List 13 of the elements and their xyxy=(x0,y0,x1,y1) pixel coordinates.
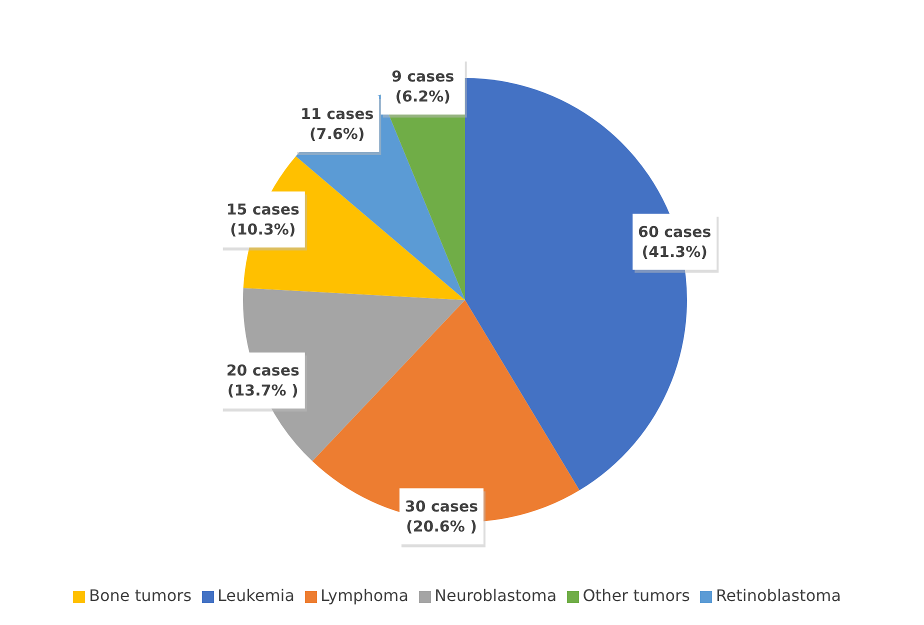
legend-label: Lymphoma xyxy=(320,586,409,605)
data-label: 9 cases (6.2%) xyxy=(391,68,454,106)
data-label: 60 cases (41.3%) xyxy=(638,222,712,261)
data-label: 20 cases (13.7% ) xyxy=(226,362,300,400)
legend-label: Neuroblastoma xyxy=(434,586,557,605)
legend-label: Bone tumors xyxy=(88,586,192,605)
legend-label: Retinoblastoma xyxy=(716,586,841,605)
legend-label: Other tumors xyxy=(582,586,690,605)
data-label: 30 cases (20.6% ) xyxy=(404,497,478,536)
data-label: 11 cases (7.6%) xyxy=(300,104,374,143)
legend-label: Leukemia xyxy=(218,586,295,605)
pie-slice xyxy=(312,300,580,522)
data-label: 15 cases (10.3%) xyxy=(226,200,300,238)
